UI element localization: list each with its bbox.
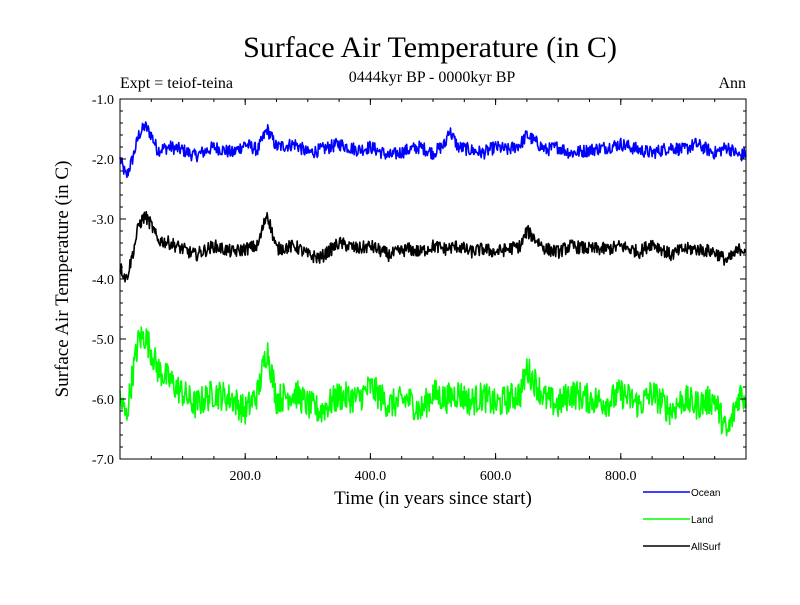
y-tick-label: -5.0 (92, 333, 114, 348)
legend-label-ocean: Ocean (691, 488, 720, 499)
x-tick-label: 600.0 (480, 469, 512, 484)
legend-label-land: Land (691, 515, 713, 526)
series-line-land (119, 326, 747, 437)
x-axis-label: Time (in years since start) (334, 488, 532, 509)
series-layer (119, 121, 747, 437)
y-tick-label: -7.0 (92, 453, 114, 468)
chart-subtitle: 0444kyr BP - 0000kyr BP (349, 69, 516, 86)
legend-label-allsurf: AllSurf (691, 542, 721, 553)
legend: Ocean Land AllSurf (643, 488, 721, 553)
chart-title: Surface Air Temperature (in C) (243, 31, 617, 64)
series-line-ocean (119, 121, 747, 179)
x-axis: 200.0 400.0 600.0 800.0 (150, 99, 716, 484)
series-line-allsurf (119, 210, 747, 283)
x-tick-label: 800.0 (605, 469, 637, 484)
y-axis-label: Surface Air Temperature (in C) (52, 161, 73, 398)
y-axis: -1.0 -2.0 -3.0 -4.0 -5.0 -6.0 -7.0 (92, 93, 746, 468)
y-tick-label: -2.0 (92, 153, 114, 168)
expt-label: Expt = teiof-teina (120, 75, 233, 92)
y-tick-label: -3.0 (92, 213, 114, 228)
y-tick-label: -4.0 (92, 273, 114, 288)
x-tick-label: 200.0 (229, 469, 261, 484)
y-tick-label: -6.0 (92, 393, 114, 408)
x-tick-label: 400.0 (355, 469, 387, 484)
y-tick-label: -1.0 (92, 93, 114, 108)
season-label: Ann (718, 75, 746, 92)
